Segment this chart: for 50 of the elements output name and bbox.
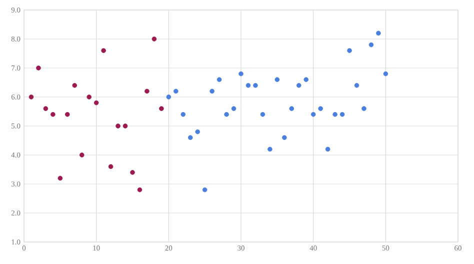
point	[152, 36, 157, 42]
point	[376, 30, 381, 36]
point	[253, 83, 258, 88]
point	[43, 106, 48, 112]
point	[79, 152, 84, 158]
point	[180, 112, 186, 117]
point	[231, 106, 236, 112]
point	[65, 112, 70, 117]
point	[260, 112, 266, 117]
point	[354, 83, 360, 88]
point	[174, 88, 178, 94]
point	[216, 77, 222, 82]
point	[310, 112, 316, 117]
point	[246, 83, 251, 88]
point	[72, 83, 78, 88]
point	[108, 164, 114, 169]
point	[268, 146, 272, 152]
point	[289, 106, 294, 112]
point	[340, 112, 345, 117]
point	[332, 112, 338, 117]
point	[188, 135, 193, 140]
point	[36, 66, 41, 70]
point	[144, 88, 150, 94]
point	[130, 170, 135, 175]
point	[210, 88, 214, 94]
point	[202, 187, 208, 192]
point	[296, 83, 302, 88]
point	[238, 71, 244, 76]
point	[383, 71, 388, 76]
point	[368, 42, 374, 48]
point	[50, 112, 56, 117]
point	[325, 146, 330, 152]
point	[159, 106, 164, 112]
point	[282, 135, 287, 140]
point	[362, 106, 366, 112]
point	[86, 94, 92, 100]
point	[137, 187, 142, 192]
point	[195, 129, 200, 134]
point	[274, 77, 280, 82]
point	[116, 124, 120, 128]
point	[318, 106, 323, 112]
point	[28, 94, 34, 100]
point	[347, 48, 352, 54]
point	[224, 112, 229, 117]
point	[58, 176, 63, 181]
point	[166, 94, 172, 100]
point	[94, 100, 99, 106]
point	[122, 124, 128, 128]
point	[304, 77, 309, 82]
point	[101, 48, 106, 54]
